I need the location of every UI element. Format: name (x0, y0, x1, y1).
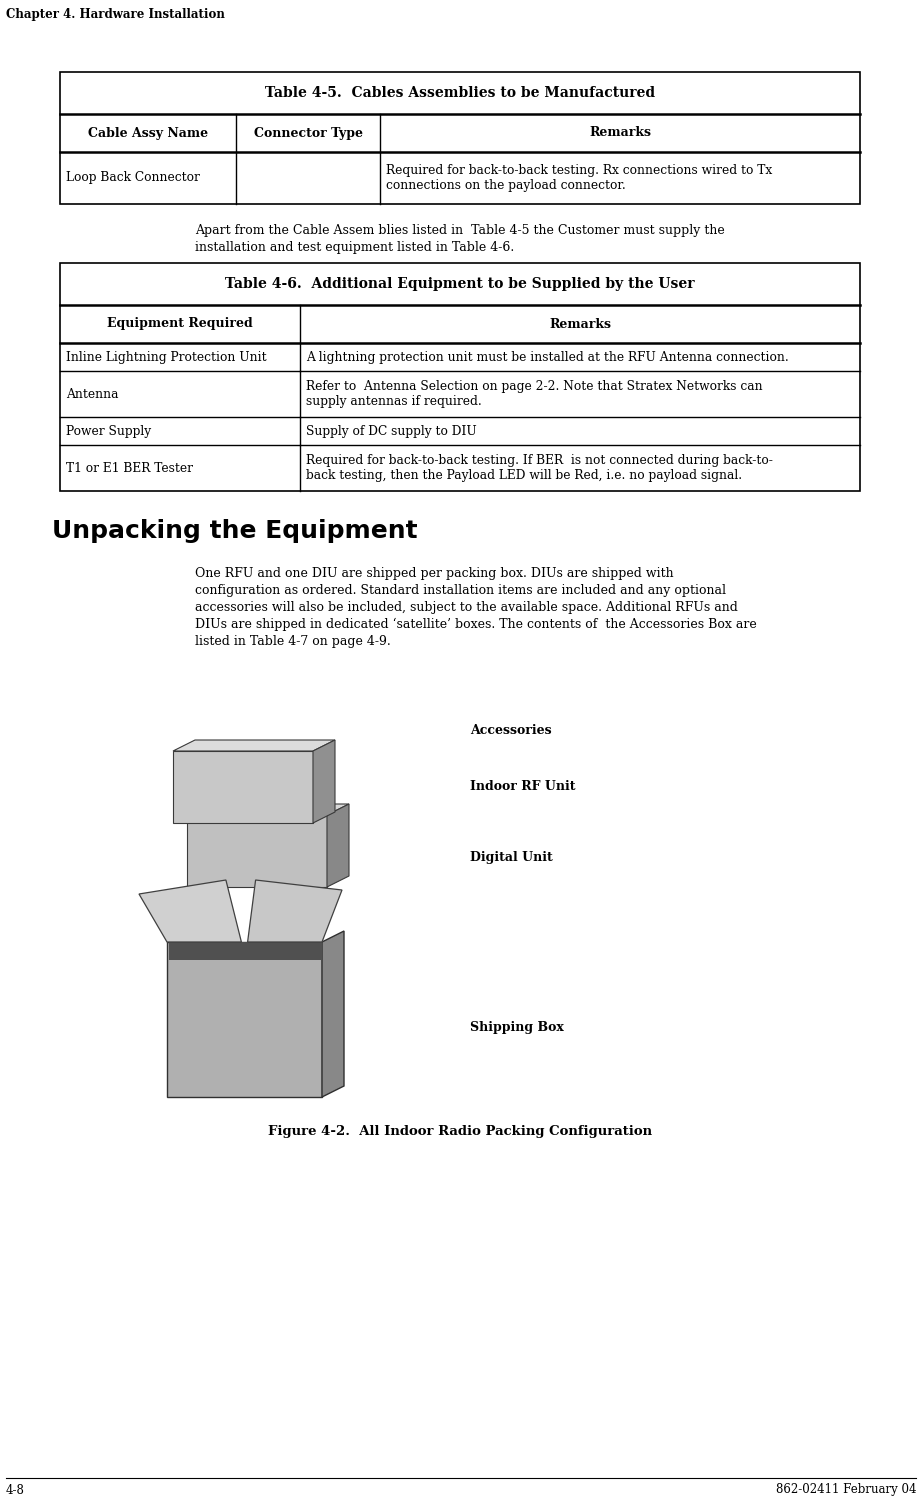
Text: Indoor RF Unit: Indoor RF Unit (470, 781, 575, 793)
Polygon shape (187, 804, 349, 816)
Text: DIUs are shipped in dedicated ‘satellite’ boxes. The contents of  the Accessorie: DIUs are shipped in dedicated ‘satellite… (195, 617, 757, 631)
Text: Table 4-6.  Additional Equipment to be Supplied by the User: Table 4-6. Additional Equipment to be Su… (225, 276, 695, 291)
Text: Supply of DC supply to DIU: Supply of DC supply to DIU (306, 425, 477, 437)
Polygon shape (313, 740, 335, 823)
Bar (173, 751, 313, 823)
Polygon shape (322, 931, 344, 1096)
Bar (60, 263, 860, 491)
Text: Apart from the Cable Assem blies listed in  Table 4-5 the Customer must supply t: Apart from the Cable Assem blies listed … (195, 224, 725, 237)
Text: Loop Back Connector: Loop Back Connector (66, 171, 200, 185)
Text: Refer to  Antenna Selection on page 2-2. Note that Stratex Networks can
supply a: Refer to Antenna Selection on page 2-2. … (306, 380, 762, 409)
Polygon shape (248, 880, 342, 942)
Text: Cable Assy Name: Cable Assy Name (88, 126, 208, 140)
Text: Required for back-to-back testing. If BER  is not connected during back-to-
back: Required for back-to-back testing. If BE… (306, 454, 773, 482)
Polygon shape (327, 804, 349, 888)
Bar (187, 816, 327, 888)
Text: Inline Lightning Protection Unit: Inline Lightning Protection Unit (66, 350, 266, 363)
Text: Digital Unit: Digital Unit (470, 850, 553, 864)
Text: Shipping Box: Shipping Box (470, 1021, 564, 1033)
Text: Power Supply: Power Supply (66, 425, 151, 437)
Text: Equipment Required: Equipment Required (107, 317, 253, 330)
Text: installation and test equipment listed in Table 4-6.: installation and test equipment listed i… (195, 240, 514, 254)
Text: listed in Table 4-7 on page 4-9.: listed in Table 4-7 on page 4-9. (195, 635, 391, 647)
Text: configuration as ordered. Standard installation items are included and any optio: configuration as ordered. Standard insta… (195, 584, 726, 596)
Text: One RFU and one DIU are shipped per packing box. DIUs are shipped with: One RFU and one DIU are shipped per pack… (195, 566, 674, 580)
Text: Connector Type: Connector Type (254, 126, 362, 140)
Text: Chapter 4. Hardware Installation: Chapter 4. Hardware Installation (6, 8, 225, 21)
Polygon shape (139, 880, 242, 942)
Text: Remarks: Remarks (549, 317, 611, 330)
Bar (167, 942, 322, 1096)
Text: Accessories: Accessories (470, 724, 551, 736)
Text: A lightning protection unit must be installed at the RFU Antenna connection.: A lightning protection unit must be inst… (306, 350, 788, 363)
Text: Antenna: Antenna (66, 388, 119, 401)
Text: 862-02411 February 04: 862-02411 February 04 (775, 1484, 916, 1496)
Bar (60, 72, 860, 204)
Text: Figure 4-2.  All Indoor Radio Packing Configuration: Figure 4-2. All Indoor Radio Packing Con… (268, 1125, 652, 1139)
Polygon shape (173, 740, 335, 751)
Text: Table 4-5.  Cables Assemblies to be Manufactured: Table 4-5. Cables Assemblies to be Manuf… (265, 86, 655, 101)
Text: Remarks: Remarks (589, 126, 651, 140)
Text: Required for back-to-back testing. Rx connections wired to Tx
connections on the: Required for back-to-back testing. Rx co… (386, 164, 773, 192)
Text: 4-8: 4-8 (6, 1484, 25, 1496)
Text: T1 or E1 BER Tester: T1 or E1 BER Tester (66, 461, 193, 475)
Bar (169, 942, 322, 960)
Text: accessories will also be included, subject to the available space. Additional RF: accessories will also be included, subje… (195, 601, 738, 614)
Text: Unpacking the Equipment: Unpacking the Equipment (52, 520, 418, 544)
